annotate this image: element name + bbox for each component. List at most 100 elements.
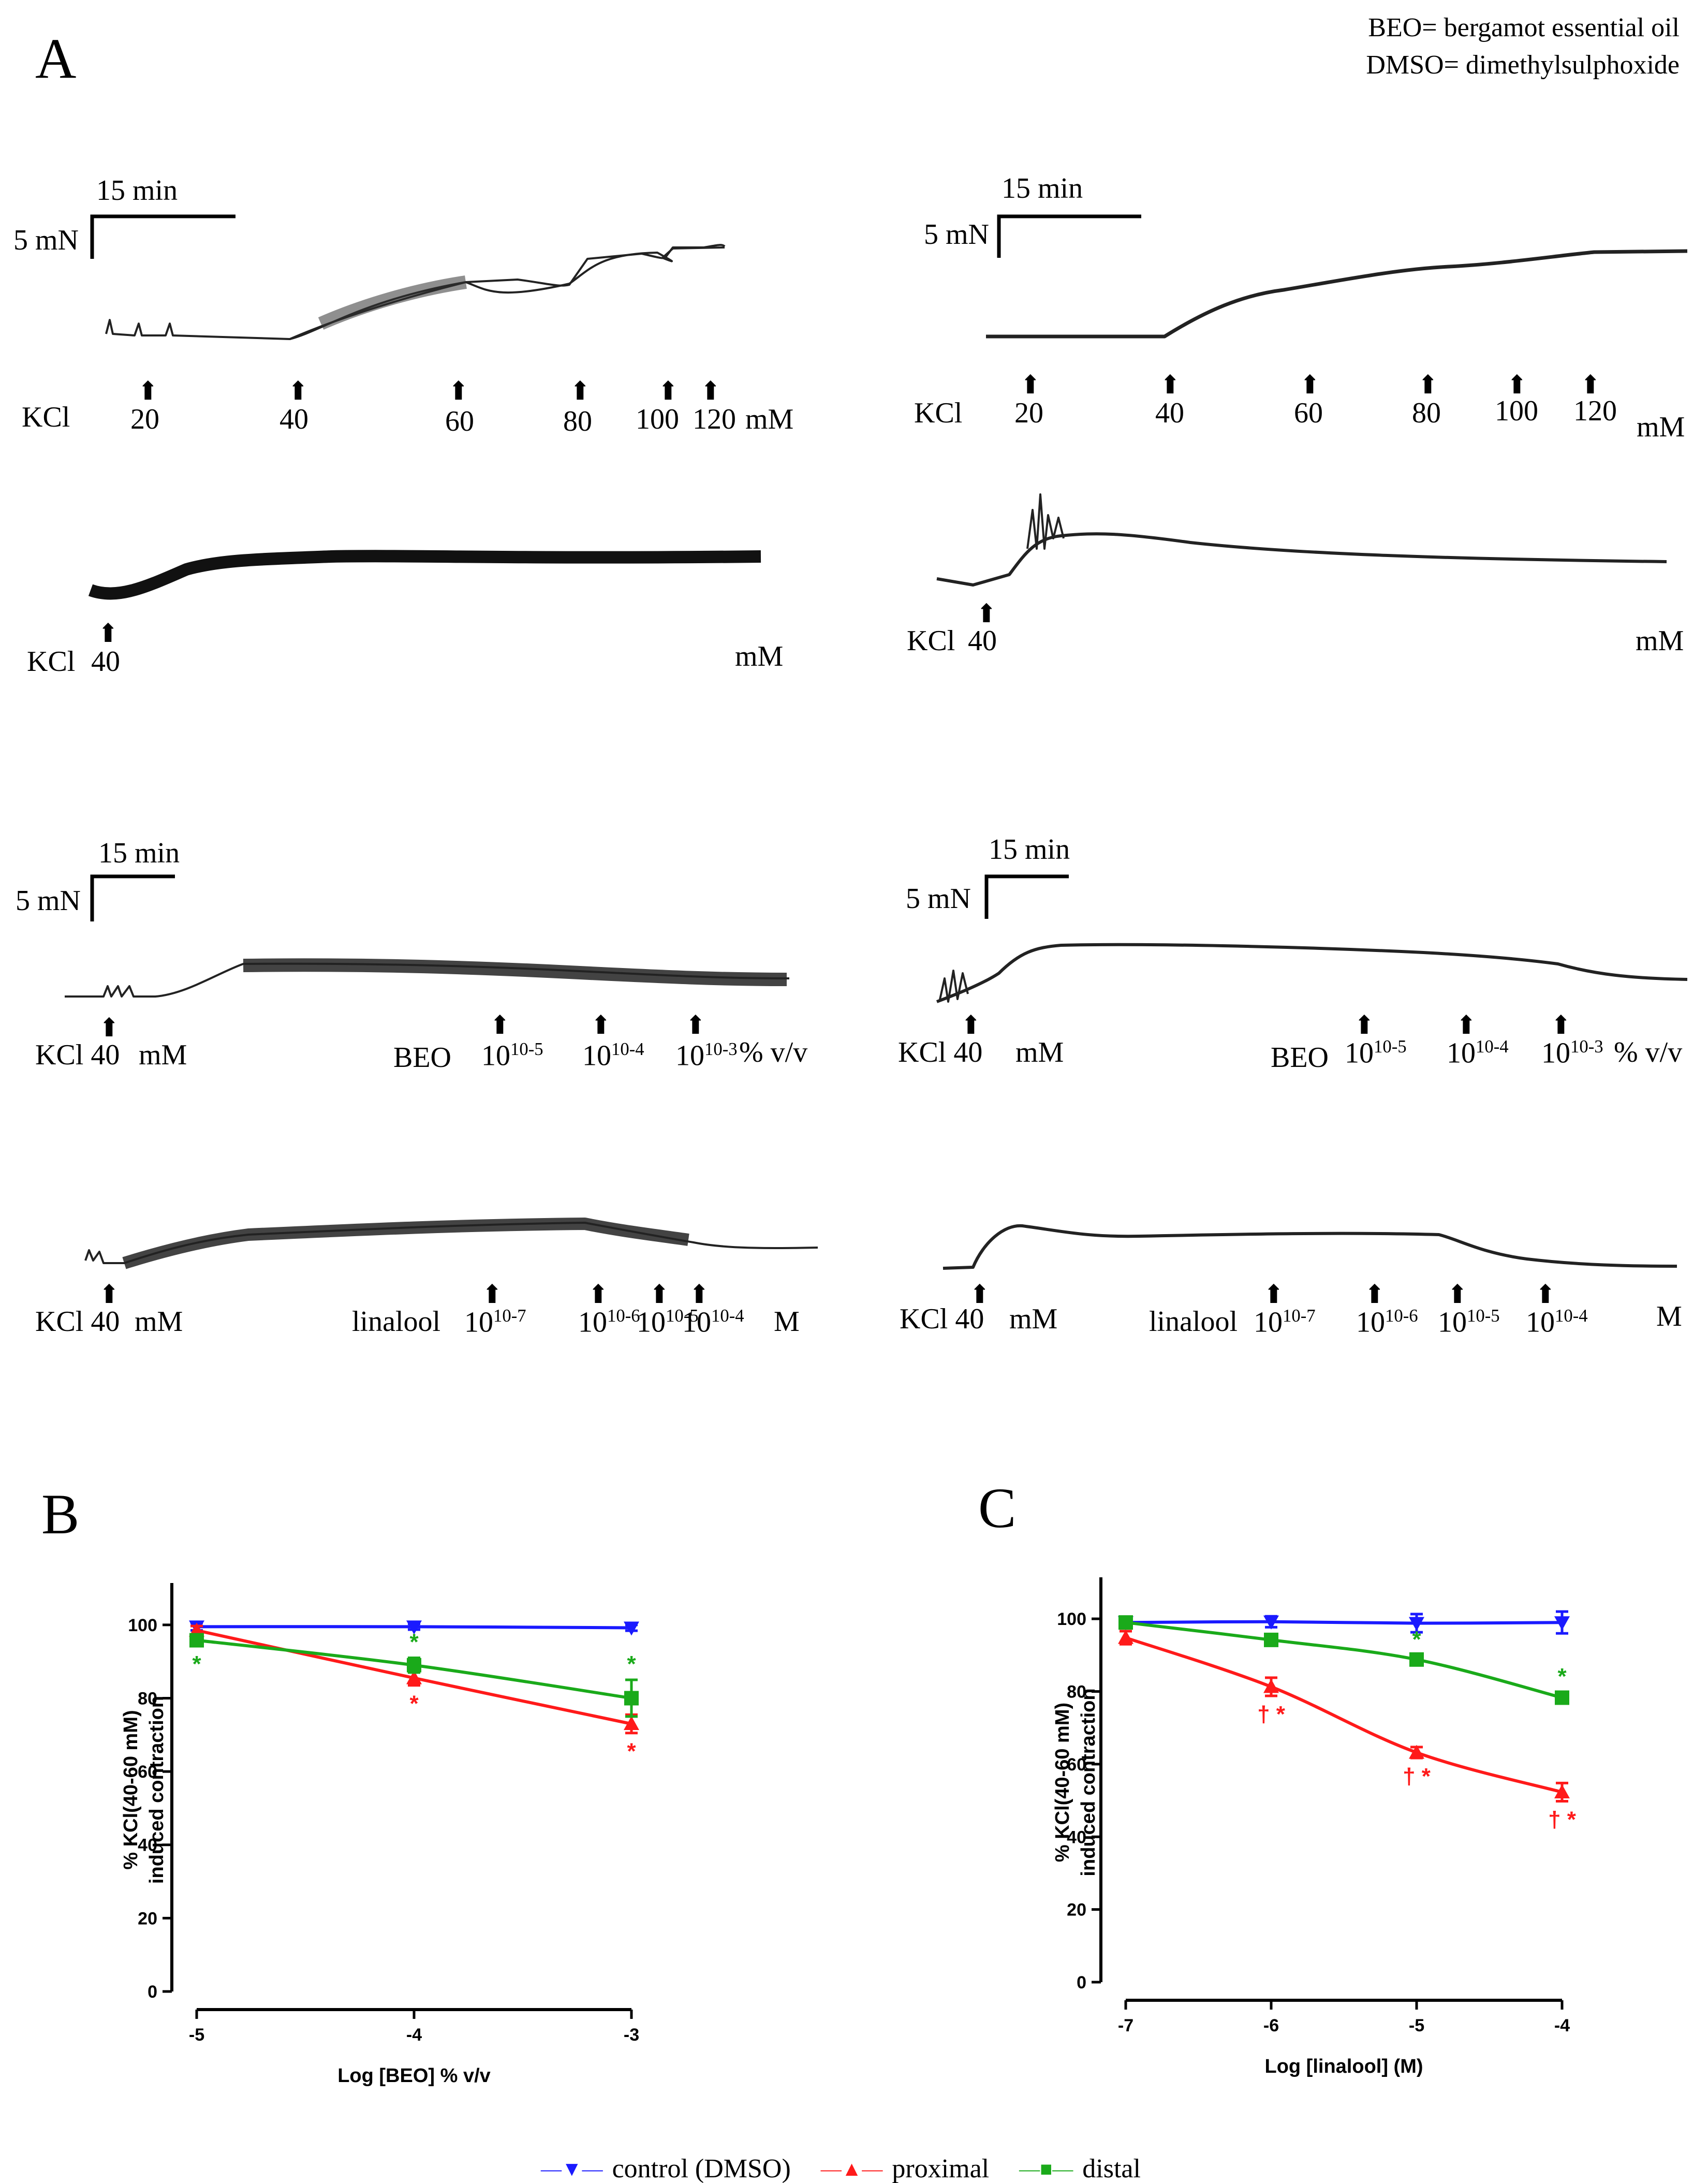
tension-traces (65, 214, 1688, 1270)
trace2-agent: KCl (914, 397, 963, 429)
data-point (1555, 1690, 1569, 1705)
trace2-arrow-2: ⬆ (1159, 370, 1181, 399)
trace1-arrow-5: ⬆ (657, 376, 679, 405)
trace5-dose-2: 1010-4 (582, 1039, 644, 1072)
data-point (1263, 1679, 1279, 1693)
trace7-dose-1: 1010-7 (464, 1306, 526, 1339)
trace2-dose-6: 120 (1573, 395, 1617, 427)
trace6-arrow-2: ⬆ (1455, 1010, 1477, 1039)
y-axis-title: induced contraction (1078, 1688, 1099, 1876)
significance-mark: * (1412, 1627, 1421, 1652)
trace1-dose-4: 80 (563, 405, 592, 437)
trace6-dose-3: 1010-3 (1541, 1036, 1603, 1069)
trace1-agent: KCl (22, 401, 70, 433)
trace8-dose-4: 1010-4 (1526, 1306, 1588, 1339)
trace7-kcl-arrow: ⬆ (98, 1280, 120, 1309)
y-axis-title: % KCl(40-60 mM) (120, 1710, 142, 1869)
trace2-arrow-3: ⬆ (1299, 370, 1321, 399)
data-point (1264, 1632, 1278, 1647)
trace2-dose-1: 20 (1014, 397, 1043, 429)
series-line-distal (1125, 1621, 1563, 1699)
y-tick-label: 80 (138, 1689, 157, 1708)
y-tick-label: 20 (138, 1909, 157, 1928)
x-tick-label: -5 (1409, 2016, 1424, 2035)
x-tick-label: -4 (406, 2025, 422, 2045)
trace2-dose-3: 60 (1294, 397, 1323, 429)
data-point (624, 1716, 639, 1731)
trace8-pre-unit: mM (1009, 1303, 1058, 1335)
trace8-pre: KCl 40 (900, 1303, 984, 1335)
scale-time-label-2: 15 min (1002, 172, 1083, 204)
trace8-arrow-3: ⬆ (1447, 1280, 1468, 1309)
data-point (624, 1621, 639, 1636)
trace7-arrow-2: ⬆ (587, 1280, 609, 1309)
trace3-dose: 40 (91, 646, 120, 678)
trace6-arrow-3: ⬆ (1550, 1010, 1572, 1039)
y-tick-label: 20 (1067, 1900, 1086, 1920)
trace7-arrow-3: ⬆ (649, 1280, 670, 1309)
series-line-control-dmso- (1125, 1620, 1563, 1625)
x-tick-label: -3 (624, 2025, 639, 2045)
trace6-kcl-arrow: ⬆ (960, 1010, 982, 1039)
data-point (407, 1658, 421, 1673)
trace7-dose-3: 1010-5 (637, 1306, 699, 1339)
trace7-pre: KCl 40 (35, 1306, 120, 1338)
y-axis-title: induced contraction (146, 1696, 168, 1884)
trace7-unit: M (774, 1306, 800, 1338)
trace5-kcl-arrow: ⬆ (98, 1013, 120, 1042)
trace3-unit: mM (735, 640, 784, 672)
scale-time-label-4: 15 min (989, 833, 1070, 866)
trace4-arrow: ⬆ (976, 599, 997, 628)
x-tick-label: -6 (1263, 2016, 1279, 2035)
data-point (1409, 1652, 1424, 1667)
data-point (624, 1691, 639, 1706)
trace6-pre: KCl 40 (898, 1036, 983, 1068)
trace5-arrow-3: ⬆ (685, 1010, 706, 1039)
trace5-dose-3: 1010-3 (675, 1039, 738, 1072)
scale-bar-3 (90, 874, 175, 921)
scale-bar-2 (997, 214, 1141, 258)
trace5-pre: KCl 40 (35, 1039, 120, 1071)
abbreviation-beo: BEO= bergamot essential oil (1368, 13, 1680, 42)
data-point (1554, 1616, 1570, 1631)
trace6-unit: % v/v (1614, 1036, 1683, 1068)
data-point (406, 1670, 422, 1684)
trace8-dose-2: 1010-6 (1356, 1306, 1418, 1339)
trace6-agent: BEO (1271, 1042, 1329, 1074)
y-tick-label: 40 (1067, 1827, 1086, 1847)
trace2-dose-5: 100 (1495, 395, 1538, 427)
significance-mark: * (627, 1651, 636, 1677)
trace1-arrow-2: ⬆ (287, 376, 309, 405)
y-tick-label: 0 (1077, 1973, 1086, 1992)
data-point (1554, 1784, 1570, 1798)
data-point (1118, 1615, 1133, 1630)
scale-force-label-2: 5 mN (924, 218, 989, 251)
trace5-unit: % v/v (739, 1036, 808, 1068)
significance-mark: * (409, 1691, 419, 1717)
trace5-agent: BEO (393, 1042, 451, 1074)
trace8-arrow-2: ⬆ (1364, 1280, 1386, 1309)
legend-distal-icon: ―■― (1019, 2157, 1073, 2180)
panel-a-letter: A (35, 27, 77, 90)
trace7-dose-4: 1010-4 (682, 1306, 744, 1339)
trace2-arrow-1: ⬆ (1020, 370, 1041, 399)
trace2-arrow-5: ⬆ (1506, 370, 1528, 399)
panel-c-letter: C (978, 1476, 1017, 1540)
trace1-arrow-6: ⬆ (700, 376, 722, 405)
significance-mark: † * (1548, 1807, 1577, 1832)
trace3-agent: KCl (27, 646, 76, 678)
scale-force-label-4: 5 mN (906, 883, 971, 915)
trace2-arrow-4: ⬆ (1417, 370, 1439, 399)
trace5-dose-1: 1010-5 (481, 1039, 543, 1072)
trace7-dose-2: 1010-6 (578, 1306, 640, 1339)
trace1-arrow-4: ⬆ (569, 376, 591, 405)
scale-bar-1 (90, 214, 235, 259)
data-point (1118, 1630, 1133, 1644)
y-axis-title: % KCl(40-60 mM) (1052, 1703, 1073, 1862)
trace5-pre-unit: mM (139, 1039, 187, 1071)
legend-distal-label: distal (1082, 2154, 1141, 2183)
chart-b: 0 20 40 60 80 100 -5 -4 -3 Log [BEO] % v/v % KCl(4… (120, 1583, 639, 2087)
trace6-pre-unit: mM (1015, 1036, 1064, 1068)
